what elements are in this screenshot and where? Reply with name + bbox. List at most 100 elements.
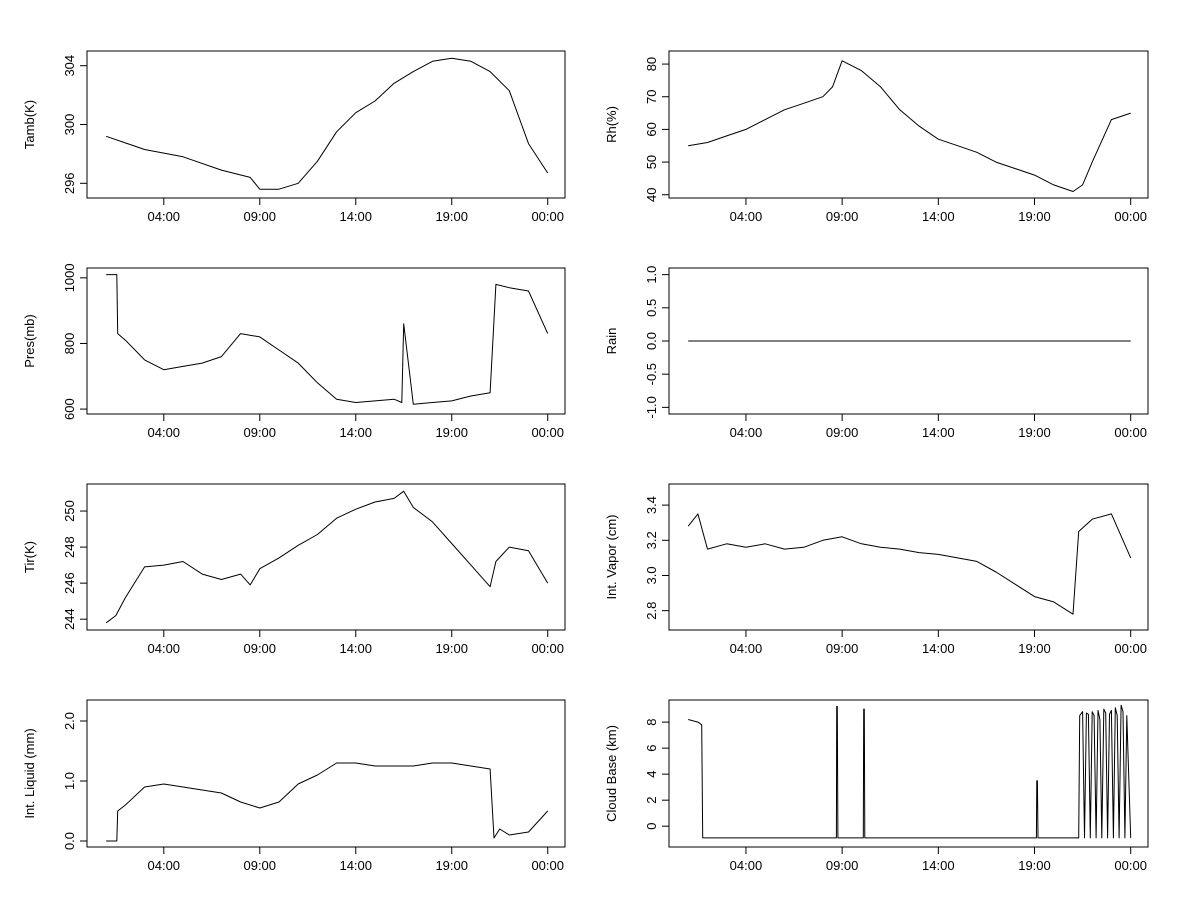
y-tick-label: 4 [644,771,659,778]
series-line [688,60,1131,192]
y-tick-label: 250 [62,500,77,522]
plot-frame [668,699,1149,848]
y-tick-label: 6 [644,745,659,752]
plot-frame [668,483,1149,631]
x-tick-label: 00:00 [531,209,564,224]
panel-3: 04:00 09:00 14:00 19:00 00:00 600 800 1000 Pres(… [22,263,566,440]
panel-4: 04:00 09:00 14:00 19:00 00:00 -1.0 -0.5 0.0 0.5 1… [604,266,1149,440]
y-tick-label: 296 [62,172,77,194]
y-tick-label: 1.0 [644,266,659,284]
series-line [106,274,549,405]
y-tick-label: 300 [62,114,77,136]
y-tick-label: 246 [62,572,77,594]
x-tick-label: 14:00 [339,425,372,440]
x-tick-label: 04:00 [148,641,181,656]
y-tick-label: 80 [644,57,659,71]
panel-5: 04:00 09:00 14:00 19:00 00:00 244 246 248 250 Tir… [22,483,566,656]
panel-6: 04:00 09:00 14:00 19:00 00:00 2.8 3.0 3.2 3.4 Int… [604,483,1149,656]
y-tick-label: 3.2 [644,531,659,549]
y-tick-label: 1000 [62,263,77,292]
y-tick-label: 0.5 [644,299,659,317]
y-tick-label: 3.0 [644,566,659,584]
x-tick-label: 00:00 [1114,858,1147,873]
x-tick-label: 09:00 [826,641,859,656]
y-tick-label: -0.5 [644,363,659,385]
y-tick-label: 800 [62,333,77,355]
x-tick-label: 14:00 [922,209,955,224]
y-axis-label: Tamb(K) [22,100,37,149]
panel-8: 04:00 09:00 14:00 19:00 00:00 0 2 4 6 8 Cloud Base… [604,699,1149,873]
y-axis-label: Rh(%) [604,106,619,143]
y-tick-label: 3.4 [644,496,659,514]
y-tick-label: 70 [644,89,659,103]
y-axis-label: Int. Vapor (cm) [604,514,619,599]
x-tick-label: 04:00 [730,858,763,873]
y-axis-label: Rain [604,328,619,355]
y-tick-label: 60 [644,122,659,136]
x-tick-label: 09:00 [826,209,859,224]
series-line [105,490,549,624]
y-axis-label: Int. Liquid (mm) [22,728,37,818]
y-tick-label: 50 [644,155,659,169]
x-tick-label: 09:00 [243,641,276,656]
y-tick-label: 600 [62,398,77,420]
x-tick-label: 14:00 [339,641,372,656]
x-tick-label: 14:00 [339,858,372,873]
plot-frame [86,699,566,848]
y-tick-label: 0 [644,823,659,830]
y-tick-label: 40 [644,187,659,201]
x-tick-label: 19:00 [435,425,468,440]
y-tick-label: -1.0 [644,396,659,418]
x-tick-label: 09:00 [243,425,276,440]
x-tick-label: 19:00 [435,858,468,873]
y-tick-label: 304 [62,55,77,77]
plot-frame [86,483,566,631]
x-tick-label: 04:00 [730,641,763,656]
series-line [106,57,549,190]
x-tick-label: 09:00 [826,425,859,440]
y-tick-label: 0.0 [62,832,77,850]
plot-frame [86,50,566,199]
x-tick-label: 19:00 [1018,858,1051,873]
x-tick-label: 00:00 [531,858,564,873]
y-axis-label: Cloud Base (km) [604,725,619,822]
x-tick-label: 09:00 [243,858,276,873]
plot-frame [668,50,1149,199]
x-tick-label: 19:00 [1018,425,1051,440]
x-tick-label: 04:00 [148,209,181,224]
x-tick-label: 09:00 [826,858,859,873]
series-line [688,704,1132,839]
plot-frame [86,267,566,415]
y-tick-label: 0.0 [644,332,659,350]
x-tick-label: 00:00 [1114,641,1147,656]
x-tick-label: 19:00 [1018,209,1051,224]
x-tick-label: 00:00 [1114,209,1147,224]
panel-7: 04:00 09:00 14:00 19:00 00:00 0.0 1.0 2.0 Int. L… [22,699,566,873]
panel-2: 04:00 09:00 14:00 19:00 00:00 40 50 60 70 80 Rh(%) [604,50,1149,224]
x-tick-label: 19:00 [1018,641,1051,656]
y-tick-label: 248 [62,536,77,558]
x-tick-label: 04:00 [730,425,763,440]
x-tick-label: 14:00 [922,858,955,873]
y-tick-label: 2.8 [644,602,659,620]
x-tick-label: 00:00 [531,641,564,656]
x-tick-label: 19:00 [435,209,468,224]
x-tick-label: 00:00 [1114,425,1147,440]
x-tick-label: 04:00 [148,858,181,873]
series-line [687,513,1132,615]
x-tick-label: 14:00 [922,425,955,440]
x-tick-label: 14:00 [922,641,955,656]
x-tick-label: 04:00 [148,425,181,440]
y-axis-label: Tir(K) [22,541,37,573]
y-tick-label: 2.0 [62,712,77,730]
y-tick-label: 1.0 [62,772,77,790]
x-tick-label: 04:00 [730,209,763,224]
x-tick-label: 19:00 [435,641,468,656]
y-tick-label: 2 [644,797,659,804]
x-tick-label: 14:00 [339,209,372,224]
y-tick-label: 244 [62,608,77,630]
x-tick-label: 09:00 [243,209,276,224]
y-axis-label: Pres(mb) [22,314,37,367]
panel-1: 04:00 09:00 14:00 19:00 00:00 296 300 304 Tamb(K… [22,50,566,224]
